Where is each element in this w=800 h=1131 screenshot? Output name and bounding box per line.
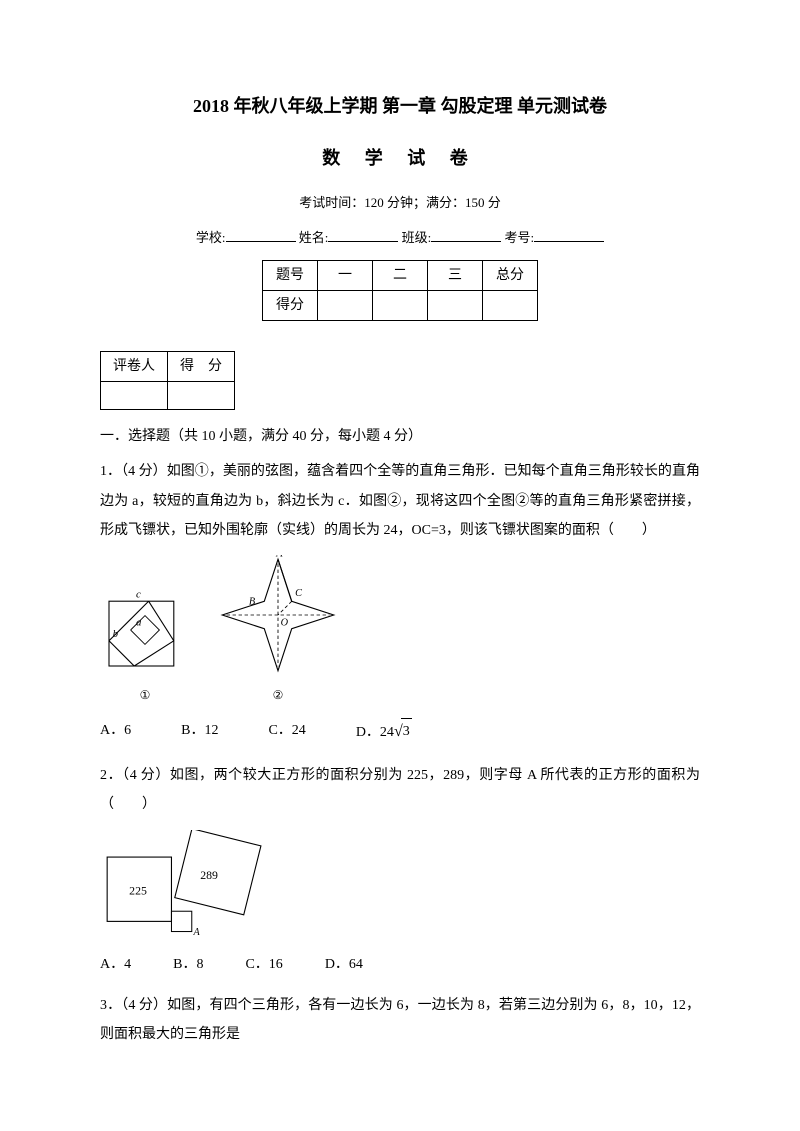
label-O: O (281, 618, 289, 629)
blank-examno (534, 229, 604, 242)
section-head: 一．选择题（共 10 小题，满分 40 分，每小题 4 分） (100, 424, 700, 449)
q2-opt-b: B．8 (173, 952, 203, 977)
blank-school (226, 229, 296, 242)
fig1-caption: ① (100, 685, 190, 707)
q3-text: 3．（4 分）如图，有四个三角形，各有一边长为 6，一边长为 8，若第三边分别为… (100, 991, 700, 1050)
label-A-square: A (192, 927, 200, 938)
sq-225: 225 (129, 883, 147, 897)
cell-blank (428, 290, 483, 320)
th-total: 总分 (483, 260, 538, 290)
label-C: C (295, 589, 302, 600)
label-b: b (113, 629, 119, 641)
q1-fig1: c a b ① (100, 585, 190, 706)
q1-opt-b: B．12 (181, 718, 218, 747)
th-2: 二 (373, 260, 428, 290)
q1-options: A．6 B．12 C．24 D．24√3 (100, 718, 700, 747)
class-label: 班级: (402, 230, 432, 245)
q2-text: 2．（4 分）如图，两个较大正方形的面积分别为 225，289，则字母 A 所代… (100, 761, 700, 820)
q1-fig2: A C B O ② (218, 555, 338, 706)
cell-blank (483, 290, 538, 320)
sq-289: 289 (200, 868, 218, 882)
q2-opt-d: D．64 (325, 952, 363, 977)
q2-opt-c: C．16 (245, 952, 282, 977)
school-label: 学校: (196, 230, 226, 245)
th-1: 一 (318, 260, 373, 290)
cell-blank (101, 382, 168, 410)
name-label: 姓名: (299, 230, 329, 245)
grader-score-label: 得 分 (168, 351, 235, 381)
th-qno: 题号 (263, 260, 318, 290)
th-3: 三 (428, 260, 483, 290)
q1-figures: c a b ① A C B O ② (100, 555, 700, 706)
examno-label: 考号: (505, 230, 535, 245)
fig2-caption: ② (218, 685, 338, 707)
q1-opt-c: C．24 (268, 718, 305, 747)
q2-options: A．4 B．8 C．16 D．64 (100, 952, 700, 977)
label-c: c (136, 589, 141, 601)
exam-info: 考试时间：120 分钟；满分：150 分 (100, 191, 700, 214)
cell-blank (168, 382, 235, 410)
label-A: A (275, 555, 283, 560)
blank-name (328, 229, 398, 242)
row-score-label: 得分 (263, 290, 318, 320)
score-table: 题号 一 二 三 总分 得分 (262, 260, 538, 321)
q1-opt-d-rad: 3 (401, 718, 412, 744)
grader-table: 评卷人 得 分 (100, 351, 235, 410)
q2-figure: 225 289 A (100, 830, 700, 940)
meta-line: 学校: 姓名: 班级: 考号: (100, 226, 700, 249)
label-B: B (249, 597, 256, 608)
cell-blank (373, 290, 428, 320)
label-a: a (136, 617, 141, 629)
cell-blank (318, 290, 373, 320)
q1-text: 1．（4 分）如图①，美丽的弦图，蕴含着四个全等的直角三角形．已知每个直角三角形… (100, 457, 700, 545)
title-sub: 数 学 试 卷 (100, 142, 700, 174)
q1-opt-d-prefix: D．24 (356, 725, 394, 740)
q1-opt-d: D．24√3 (356, 718, 412, 747)
q1-opt-a: A．6 (100, 718, 131, 747)
title-main: 2018 年秋八年级上学期 第一章 勾股定理 单元测试卷 (100, 90, 700, 122)
grader-label: 评卷人 (101, 351, 168, 381)
q2-opt-a: A．4 (100, 952, 131, 977)
blank-class (431, 229, 501, 242)
